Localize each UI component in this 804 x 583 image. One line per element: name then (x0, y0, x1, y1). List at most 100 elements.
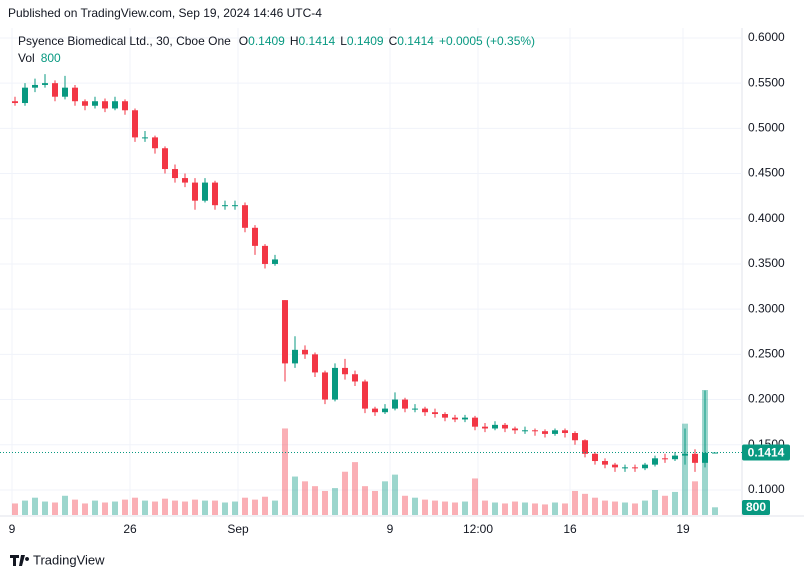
volume-bar (382, 481, 388, 515)
y-tick-label: 0.1000 (748, 482, 785, 496)
volume-bar (62, 495, 68, 515)
candle-body (312, 354, 318, 373)
volume-bar (372, 490, 378, 515)
candle-body (192, 182, 198, 201)
candle-body (42, 83, 48, 85)
candle-body (632, 467, 638, 469)
legend-low-value: 0.1409 (347, 34, 384, 48)
volume-bar (632, 503, 638, 515)
y-tick-label: 0.3500 (748, 256, 785, 270)
y-tick-label: 0.2000 (748, 392, 785, 406)
volume-bar (542, 504, 548, 515)
volume-bar (402, 495, 408, 515)
candle-body (682, 453, 688, 456)
legend-symbol: Psyence Biomedical Ltd., 30, Cboe One (18, 34, 231, 48)
candle-body (172, 169, 178, 179)
volume-bar (352, 462, 358, 515)
candle-body (492, 424, 498, 429)
volume-bar (32, 497, 38, 515)
candle-body (662, 458, 668, 460)
legend-close-value: 0.1414 (397, 34, 434, 48)
volume-bar (592, 497, 598, 515)
legend-volume-value: 800 (41, 51, 61, 65)
candle-body (12, 101, 18, 104)
candle-body (22, 87, 28, 104)
candle-body (32, 84, 38, 88)
volume-bar (452, 502, 458, 515)
candle-body (472, 417, 478, 427)
volume-bar (662, 495, 668, 515)
volume-bar (82, 503, 88, 515)
candle-body (332, 367, 338, 400)
volume-bar (522, 502, 528, 515)
candle-body (242, 205, 248, 228)
volume-bar (552, 502, 558, 515)
candle-body (262, 245, 268, 264)
volume-bar (492, 502, 498, 515)
x-tick-label: 9 (387, 522, 394, 536)
volume-bar (442, 501, 448, 515)
candle-body (432, 412, 438, 415)
volume-bar (342, 471, 348, 515)
last-volume-box (742, 500, 770, 515)
y-tick-label: 0.4500 (748, 166, 785, 180)
candle-body (392, 399, 398, 409)
candle-body (92, 101, 98, 106)
volume-bar (12, 503, 18, 515)
candle-body (442, 414, 448, 418)
volume-bar (152, 501, 158, 515)
volume-bar (52, 502, 58, 515)
volume-bar (142, 500, 148, 515)
volume-bar (322, 490, 328, 515)
volume-bar (72, 499, 78, 515)
candle-body (302, 349, 308, 355)
legend-open-value: 0.1409 (248, 34, 285, 48)
legend-volume: Vol 800 (18, 51, 61, 65)
candle-body (652, 458, 658, 465)
volume-bar (192, 499, 198, 515)
x-tick-label: 26 (123, 522, 137, 536)
volume-bar (392, 474, 398, 515)
volume-bar (612, 501, 618, 515)
candle-body (452, 417, 458, 420)
candle-body (672, 455, 678, 460)
volume-bar (422, 499, 428, 515)
x-tick-label: 9 (9, 522, 16, 536)
volume-bar (482, 500, 488, 515)
volume-bar (302, 481, 308, 515)
candle-body (582, 440, 588, 454)
candle-body (282, 300, 288, 364)
volume-bar (262, 496, 268, 515)
volume-bar (232, 501, 238, 515)
volume-bar (42, 501, 48, 515)
candle-body (122, 101, 128, 111)
y-tick-label: 0.5000 (748, 121, 785, 135)
volume-bar (272, 500, 278, 515)
volume-bar (582, 493, 588, 515)
candle-body (342, 367, 348, 375)
candle-body (612, 464, 618, 468)
candle-body (102, 101, 108, 109)
y-tick-label: 0.6000 (748, 30, 785, 44)
candle-body (512, 428, 518, 431)
candle-body (272, 259, 278, 264)
volume-bar (172, 500, 178, 515)
candle-body (522, 430, 528, 432)
volume-bar (202, 500, 208, 515)
volume-bar (252, 499, 258, 515)
candle-body (162, 148, 168, 170)
volume-bar (692, 481, 698, 515)
candle-body (542, 431, 548, 434)
candle-body (72, 87, 78, 102)
legend-volume-label: Vol (18, 51, 35, 65)
candle-body (562, 430, 568, 434)
volume-bar (412, 497, 418, 515)
volume-bar (672, 491, 678, 515)
candle-body (52, 83, 58, 97)
x-tick-label: 16 (563, 522, 577, 536)
candle-body (222, 205, 228, 207)
volume-bar (292, 476, 298, 515)
candle-body (212, 182, 218, 206)
last-price-box (742, 444, 790, 461)
